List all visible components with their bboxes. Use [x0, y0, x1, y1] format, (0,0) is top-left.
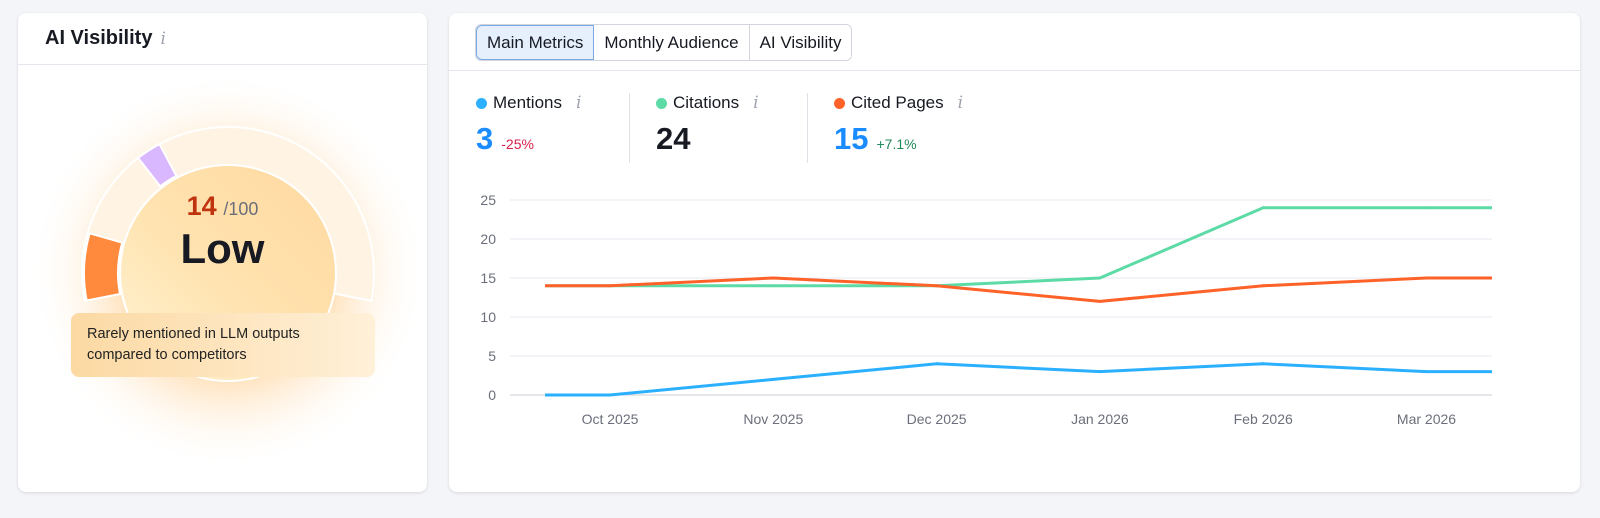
score-value: 14 [186, 191, 217, 221]
tab-ai-visibility[interactable]: AI Visibility [749, 25, 852, 60]
data-point [1261, 206, 1265, 210]
tab-bar: Main Metrics Monthly Audience AI Visibil… [475, 24, 853, 61]
gauge-marker-segment [136, 142, 178, 188]
metrics-card: Main Metrics Monthly Audience AI Visibil… [449, 13, 1580, 492]
info-icon[interactable]: i [957, 93, 964, 113]
data-point [935, 284, 939, 288]
metric-label: Citations [673, 93, 740, 112]
metric-value: 3 [476, 121, 494, 156]
divider [449, 70, 1580, 71]
score-level: Low [180, 225, 265, 272]
divider [807, 93, 808, 163]
metric-delta: -25% [501, 136, 534, 152]
y-tick-label: 25 [480, 192, 496, 208]
metric-label: Cited Pages [851, 93, 944, 112]
card-title: AI Visibility [45, 27, 153, 49]
line-chart: 0 5 10 15 20 25 Oct 2025 Nov 2025 Dec 2025 Jan 20… [480, 192, 1492, 427]
y-tick-label: 20 [480, 231, 496, 247]
metric-citations[interactable]: Citations i 24 [656, 93, 759, 157]
x-tick-label: Jan 2026 [1071, 411, 1129, 427]
divider [629, 93, 630, 163]
data-point [935, 362, 939, 366]
data-point [771, 284, 775, 288]
metric-label: Mentions [493, 93, 562, 112]
y-tick-label: 10 [480, 309, 496, 325]
cited-pages-legend-dot [834, 97, 845, 109]
data-point [1425, 206, 1428, 210]
score-description: Rarely mentioned in LLM outputs compared… [71, 313, 375, 377]
data-point [1425, 276, 1428, 280]
data-point [1098, 299, 1102, 303]
data-point [771, 276, 775, 280]
x-tick-label: Feb 2026 [1234, 411, 1293, 427]
y-tick-label: 0 [488, 387, 496, 403]
metric-mentions[interactable]: Mentions i 3 -25% [476, 93, 581, 157]
data-point [608, 284, 612, 288]
mentions-legend-dot [476, 97, 487, 109]
info-icon[interactable]: i [753, 93, 759, 113]
x-tick-label: Dec 2025 [907, 411, 967, 427]
data-point [1425, 370, 1428, 374]
score-max: /100 [223, 199, 259, 219]
metric-value: 24 [656, 121, 691, 156]
x-tick-label: Oct 2025 [582, 411, 639, 427]
y-tick-label: 15 [480, 270, 496, 286]
citations-legend-dot [656, 97, 667, 109]
x-tick-label: Nov 2025 [743, 411, 803, 427]
data-point [1098, 370, 1102, 374]
info-icon[interactable]: i [575, 93, 582, 113]
tab-monthly-audience[interactable]: Monthly Audience [594, 25, 750, 60]
visibility-gauge [28, 73, 427, 473]
gauge-score-segment [83, 232, 124, 302]
data-point [1261, 362, 1265, 366]
series-line-mentions [545, 362, 1492, 397]
card-header: AI Visibility i [18, 13, 427, 65]
metric-cited-pages[interactable]: Cited Pages i 15 +7.1% [834, 93, 963, 157]
series-line-citations [545, 206, 1492, 288]
tab-main-metrics[interactable]: Main Metrics [476, 25, 595, 60]
data-point [1261, 284, 1265, 288]
x-tick-label: Mar 2026 [1397, 411, 1456, 427]
metric-value: 15 [834, 121, 869, 156]
ai-visibility-card: AI Visibility i 14 /100 Low Rarely menti… [18, 13, 427, 492]
info-icon[interactable]: i [160, 28, 166, 49]
score-readout: 14 /100 [18, 191, 427, 222]
data-point [771, 377, 775, 381]
data-point [1098, 276, 1102, 280]
metric-delta: +7.1% [876, 136, 917, 152]
series-line-cited-pages [545, 276, 1492, 303]
y-tick-label: 5 [488, 348, 496, 364]
data-point [608, 393, 612, 397]
